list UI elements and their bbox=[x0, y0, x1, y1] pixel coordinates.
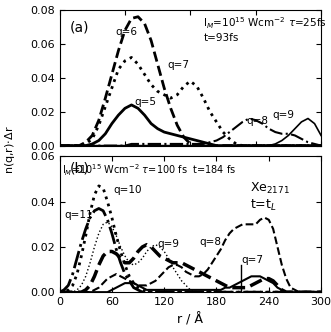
Text: q=8: q=8 bbox=[246, 116, 268, 125]
Text: (b): (b) bbox=[70, 162, 90, 176]
Text: q=7: q=7 bbox=[241, 255, 263, 265]
Text: q=11: q=11 bbox=[64, 209, 93, 219]
Text: q=7: q=7 bbox=[167, 60, 189, 70]
Text: q=5: q=5 bbox=[135, 97, 157, 107]
Text: q=8: q=8 bbox=[199, 237, 221, 247]
Text: q=6: q=6 bbox=[115, 28, 137, 38]
Text: q=9: q=9 bbox=[272, 111, 294, 121]
Text: (a): (a) bbox=[70, 21, 90, 35]
Text: q=9: q=9 bbox=[157, 239, 179, 249]
Text: I$_M$=10$^{15}$ Wcm$^{-2}$ $\tau$=100 fs  t=184 fs: I$_M$=10$^{15}$ Wcm$^{-2}$ $\tau$=100 fs… bbox=[62, 162, 236, 178]
Text: n(q,r)$\cdot\Delta$r: n(q,r)$\cdot\Delta$r bbox=[3, 125, 17, 174]
X-axis label: r / Å: r / Å bbox=[177, 312, 203, 326]
Text: I$_M$=10$^{15}$ Wcm$^{-2}$ $\tau$=25fs
t=93fs: I$_M$=10$^{15}$ Wcm$^{-2}$ $\tau$=25fs t… bbox=[203, 15, 327, 42]
Text: q=10: q=10 bbox=[114, 185, 142, 195]
Text: Xe$_{2171}$
t=t$_L$: Xe$_{2171}$ t=t$_L$ bbox=[251, 181, 290, 213]
